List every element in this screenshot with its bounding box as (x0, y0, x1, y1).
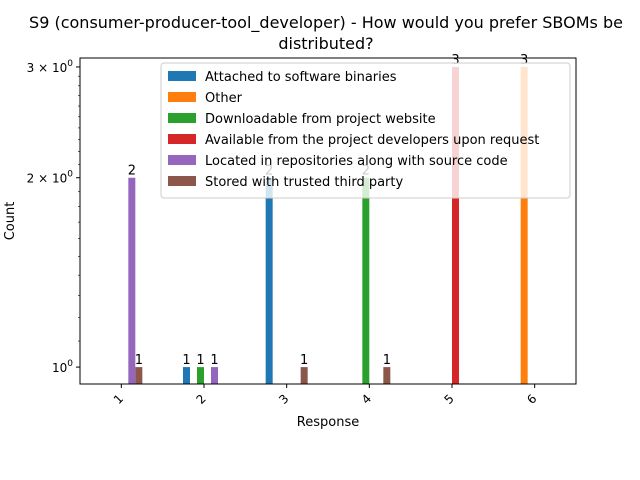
bar (135, 367, 143, 384)
legend-box (160, 62, 571, 199)
bar (211, 367, 218, 384)
legend-label: Located in repositories along with sourc… (205, 154, 508, 169)
y-tick-label: 3 × 100 (27, 59, 74, 75)
bar-value-label: 2 (128, 164, 136, 179)
bar-value-label: 1 (300, 353, 308, 368)
legend-swatch (168, 134, 196, 144)
legend-label: Other (205, 91, 243, 106)
legend-label: Stored with trusted third party (205, 175, 403, 190)
bar (452, 66, 459, 385)
bar (128, 177, 136, 384)
chart-title-line-1: S9 (consumer-producer-tool_developer) - … (29, 13, 623, 33)
legend: Attached to software binaries Other Downlo… (160, 62, 571, 199)
bar (197, 367, 204, 384)
axes-frame (79, 57, 577, 385)
bar-value-label: 1 (182, 353, 190, 368)
bar (520, 66, 528, 385)
bar (300, 367, 308, 384)
bar (383, 367, 391, 384)
x-axis-label: Response (297, 415, 359, 430)
bar (183, 367, 190, 384)
bar-value-label: 3 (451, 53, 459, 68)
bar (265, 177, 273, 384)
chart-title-line-2: distributed? (278, 34, 373, 53)
legend-label: Downloadable from project website (205, 112, 436, 127)
legend-label: Attached to software binaries (205, 70, 397, 85)
bar (362, 177, 370, 384)
legend-label: Available from the project developers up… (205, 133, 539, 148)
y-tick-label: 2 × 100 (27, 170, 74, 186)
bar-value-label: 1 (383, 353, 391, 368)
bar-value-label: 1 (196, 353, 204, 368)
bar-value-label: 1 (210, 353, 218, 368)
legend-swatch (168, 155, 196, 165)
bar-value-label: 3 (520, 53, 528, 68)
bar-value-label: 1 (135, 353, 143, 368)
legend-swatch (168, 113, 196, 123)
bars-group (128, 66, 528, 385)
legend-swatch (168, 71, 196, 81)
legend-swatch (168, 92, 196, 102)
y-axis-label: Count (3, 202, 18, 241)
legend-swatch (168, 176, 196, 186)
